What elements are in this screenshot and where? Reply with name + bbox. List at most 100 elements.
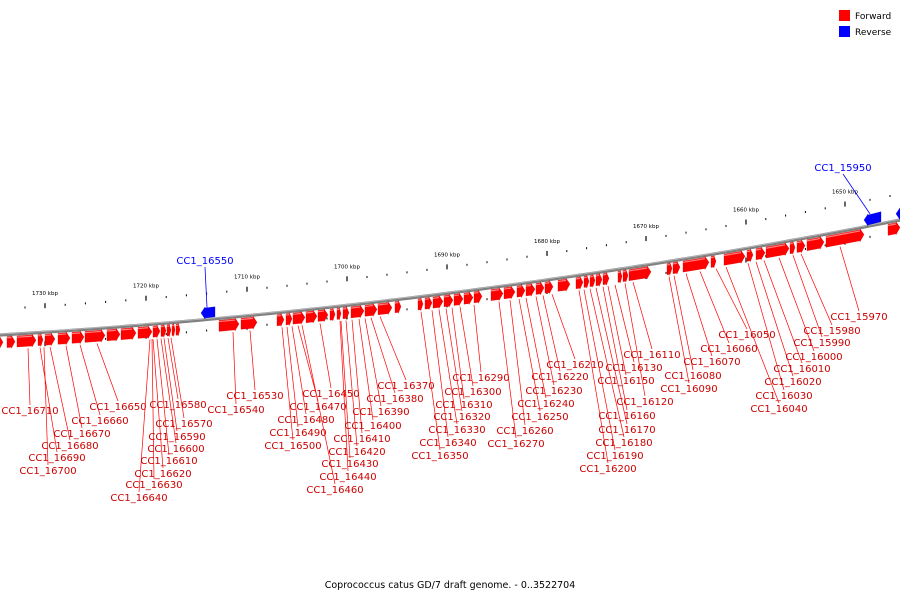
forward-gene-leader xyxy=(451,307,465,400)
major-tick xyxy=(446,264,448,270)
forward-gene-shine xyxy=(443,295,450,298)
forward-gene-shine xyxy=(806,237,821,242)
forward-gene-label: CC1_16240 xyxy=(517,399,574,410)
legend-forward-swatch xyxy=(839,10,850,21)
forward-gene-label: CC1_16540 xyxy=(207,405,264,416)
legend-forward-label: Forward xyxy=(855,12,891,22)
forward-gene-arrow xyxy=(525,282,536,297)
forward-gene-label: CC1_16410 xyxy=(333,434,390,445)
forward-gene-leader xyxy=(27,348,31,406)
major-tick xyxy=(745,257,747,263)
minor-tick xyxy=(685,231,687,234)
forward-gene-label: CC1_16120 xyxy=(616,397,673,408)
forward-gene-arrow xyxy=(6,334,16,349)
minor-tick xyxy=(266,286,268,289)
forward-gene-shine xyxy=(292,312,302,315)
forward-gene-label: CC1_16180 xyxy=(595,438,652,449)
gene-layer xyxy=(0,207,900,349)
forward-gene-leader xyxy=(151,339,155,480)
forward-gene-shine xyxy=(453,294,460,297)
major-tick xyxy=(645,236,647,242)
forward-gene-shine xyxy=(120,328,133,331)
forward-gene-leader xyxy=(286,326,299,428)
forward-gene-leader xyxy=(778,257,815,352)
forward-gene-label: CC1_16090 xyxy=(660,384,717,395)
minor-tick xyxy=(824,207,826,210)
forward-gene-leader xyxy=(792,255,823,338)
forward-gene-leader xyxy=(578,290,609,464)
forward-gene-leader xyxy=(602,286,628,411)
forward-gene-label: CC1_16320 xyxy=(433,412,490,423)
tick-label: 1680 kbp xyxy=(534,239,560,245)
forward-gene-label: CC1_16640 xyxy=(110,493,167,504)
minor-tick xyxy=(165,333,167,336)
forward-gene-arrow xyxy=(666,262,673,276)
forward-gene-arrow xyxy=(152,324,161,338)
forward-gene-leader xyxy=(800,253,833,326)
forward-gene-leader xyxy=(668,276,690,384)
forward-gene-arrow xyxy=(453,292,464,307)
forward-gene-leader xyxy=(358,318,374,421)
forward-gene-arrow xyxy=(285,312,293,326)
forward-gene-leader xyxy=(379,316,407,381)
forward-gene-leader xyxy=(763,260,803,364)
minor-tick xyxy=(266,323,268,326)
forward-gene-shine xyxy=(746,250,751,253)
minor-tick xyxy=(24,306,26,309)
forward-gene-arrow xyxy=(473,289,483,304)
forward-gene-arrow xyxy=(789,241,796,255)
minor-tick xyxy=(185,294,187,297)
forward-gene-label: CC1_16390 xyxy=(352,407,409,418)
forward-gene-leader xyxy=(624,283,646,397)
forward-gene-label: CC1_16580 xyxy=(149,400,206,411)
tick-label: 1700 kbp xyxy=(334,264,360,270)
forward-gene-leader xyxy=(445,308,463,412)
major-tick xyxy=(546,250,548,256)
forward-gene-leader xyxy=(589,288,625,438)
forward-gene-label: CC1_16230 xyxy=(525,386,582,397)
forward-gene-leader xyxy=(498,301,517,439)
forward-gene-arrow xyxy=(71,330,85,345)
legend-reverse-swatch xyxy=(839,26,850,37)
forward-gene-arrow xyxy=(424,296,433,310)
forward-gene-arrow xyxy=(44,332,56,347)
forward-gene-shine xyxy=(796,241,802,244)
forward-gene-arrow xyxy=(171,323,176,337)
forward-gene-shine xyxy=(84,330,102,334)
forward-gene-label: CC1_16630 xyxy=(125,480,182,491)
forward-gene-arrow xyxy=(535,281,545,295)
reverse-gene-leader xyxy=(204,266,208,308)
forward-gene-arrow xyxy=(443,293,454,308)
forward-gene-shine xyxy=(137,327,149,330)
reverse-gene-arrow xyxy=(200,306,216,320)
forward-gene-label: CC1_16040 xyxy=(750,404,807,415)
forward-gene-shine xyxy=(218,319,236,323)
forward-gene-leader xyxy=(438,309,458,425)
minor-tick xyxy=(64,303,66,306)
forward-gene-arrow xyxy=(544,280,554,294)
forward-gene-arrow xyxy=(432,294,444,309)
forward-gene-label: CC1_16150 xyxy=(597,376,654,387)
forward-gene-arrow xyxy=(329,307,336,321)
forward-gene-label: CC1_16260 xyxy=(496,426,553,437)
forward-gene-arrow xyxy=(16,333,37,348)
forward-gene-leader xyxy=(370,317,396,394)
forward-gene-leader xyxy=(583,289,616,451)
forward-gene-label: CC1_16620 xyxy=(134,469,191,480)
minor-tick xyxy=(386,273,388,276)
minor-tick xyxy=(366,276,368,279)
minor-tick xyxy=(506,258,508,261)
forward-gene-label: CC1_16050 xyxy=(718,330,775,341)
minor-tick xyxy=(406,308,408,311)
minor-tick xyxy=(326,317,328,320)
forward-gene-label: CC1_16670 xyxy=(53,429,110,440)
minor-tick xyxy=(426,268,428,271)
forward-gene-leader xyxy=(163,338,178,432)
forward-gene-label: CC1_16300 xyxy=(444,387,501,398)
forward-gene-arrow xyxy=(317,308,329,323)
minor-tick xyxy=(785,214,787,217)
minor-tick xyxy=(824,244,826,247)
forward-gene-shine xyxy=(57,333,67,336)
minor-tick xyxy=(625,241,627,244)
forward-gene-arrow xyxy=(166,323,172,337)
